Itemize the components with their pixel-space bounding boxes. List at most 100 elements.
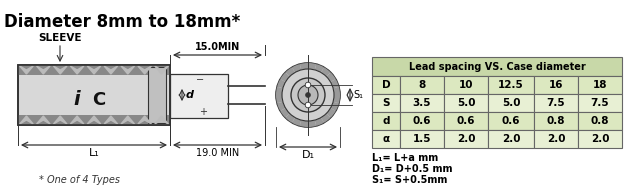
Bar xyxy=(444,130,488,148)
Text: 3.5: 3.5 xyxy=(413,98,431,108)
Polygon shape xyxy=(87,116,101,124)
Text: Lead spacing VS. Case diameter: Lead spacing VS. Case diameter xyxy=(409,62,586,71)
Bar xyxy=(488,112,534,130)
Circle shape xyxy=(282,69,334,121)
Wedge shape xyxy=(277,79,285,88)
Bar xyxy=(578,130,622,148)
Text: 5.0: 5.0 xyxy=(502,98,520,108)
Wedge shape xyxy=(327,108,335,118)
Bar xyxy=(578,76,622,94)
Text: 0.6: 0.6 xyxy=(413,116,431,126)
Circle shape xyxy=(276,63,340,127)
Text: 2.0: 2.0 xyxy=(547,134,566,144)
Bar xyxy=(488,94,534,112)
Wedge shape xyxy=(308,120,316,127)
Text: 0.6: 0.6 xyxy=(502,116,520,126)
Polygon shape xyxy=(53,66,67,74)
Polygon shape xyxy=(104,116,118,124)
Text: d: d xyxy=(186,90,194,100)
Bar xyxy=(578,112,622,130)
Wedge shape xyxy=(327,72,335,82)
Circle shape xyxy=(291,78,325,112)
Polygon shape xyxy=(121,116,135,124)
Wedge shape xyxy=(300,120,308,127)
Bar xyxy=(372,57,622,76)
Wedge shape xyxy=(330,102,339,111)
Bar xyxy=(372,76,400,94)
Polygon shape xyxy=(36,116,50,124)
Bar xyxy=(400,94,444,112)
Bar xyxy=(400,76,444,94)
Polygon shape xyxy=(53,116,67,124)
Wedge shape xyxy=(277,102,285,111)
Bar xyxy=(18,65,170,125)
Bar xyxy=(372,130,400,148)
Wedge shape xyxy=(333,95,340,103)
Wedge shape xyxy=(315,64,324,72)
Wedge shape xyxy=(300,63,308,70)
Text: S₁= S+0.5mm: S₁= S+0.5mm xyxy=(372,175,448,185)
Text: S: S xyxy=(382,98,390,108)
Polygon shape xyxy=(70,66,84,74)
Text: 2.0: 2.0 xyxy=(591,134,609,144)
Polygon shape xyxy=(19,66,33,74)
Bar xyxy=(534,112,578,130)
Text: D₁: D₁ xyxy=(302,150,315,160)
Wedge shape xyxy=(292,117,301,126)
Text: d: d xyxy=(382,116,390,126)
Text: 0.8: 0.8 xyxy=(591,116,609,126)
Text: 2.0: 2.0 xyxy=(456,134,475,144)
Text: 0.8: 0.8 xyxy=(547,116,566,126)
Polygon shape xyxy=(70,116,84,124)
Text: i: i xyxy=(73,90,80,108)
Polygon shape xyxy=(19,116,33,124)
Text: 10: 10 xyxy=(459,80,473,90)
Bar xyxy=(372,94,400,112)
Bar xyxy=(372,112,400,130)
Text: 18: 18 xyxy=(593,80,608,90)
Bar xyxy=(400,112,444,130)
Text: 12.5: 12.5 xyxy=(498,80,524,90)
Wedge shape xyxy=(285,113,295,123)
Bar xyxy=(534,130,578,148)
Bar xyxy=(148,67,166,123)
Polygon shape xyxy=(138,116,152,124)
Polygon shape xyxy=(121,66,135,74)
Polygon shape xyxy=(104,66,118,74)
Text: C: C xyxy=(92,91,105,109)
Text: 16: 16 xyxy=(549,80,563,90)
Wedge shape xyxy=(280,108,290,118)
Text: * One of 4 Types: * One of 4 Types xyxy=(40,175,120,185)
Text: +: + xyxy=(199,107,207,117)
Bar xyxy=(534,76,578,94)
Text: −: − xyxy=(196,75,204,85)
Bar xyxy=(444,76,488,94)
Bar xyxy=(170,74,228,118)
Circle shape xyxy=(305,102,311,108)
Circle shape xyxy=(298,85,318,105)
Bar xyxy=(18,65,170,75)
Wedge shape xyxy=(276,95,283,103)
Polygon shape xyxy=(36,66,50,74)
Text: Diameter 8mm to 18mm*: Diameter 8mm to 18mm* xyxy=(4,13,240,31)
Text: L₁: L₁ xyxy=(88,148,99,158)
Wedge shape xyxy=(330,79,339,88)
Wedge shape xyxy=(321,113,330,123)
Text: 5.0: 5.0 xyxy=(456,98,475,108)
Wedge shape xyxy=(333,87,340,95)
Bar xyxy=(400,130,444,148)
Polygon shape xyxy=(155,66,168,74)
Bar xyxy=(18,65,170,125)
Polygon shape xyxy=(87,66,101,74)
Wedge shape xyxy=(308,63,316,70)
Text: 15.0MIN: 15.0MIN xyxy=(195,42,240,52)
Circle shape xyxy=(305,82,311,88)
Wedge shape xyxy=(276,87,283,95)
Text: S₁: S₁ xyxy=(353,90,363,100)
Text: SLEEVE: SLEEVE xyxy=(38,33,82,43)
Bar xyxy=(488,76,534,94)
Bar xyxy=(18,115,170,125)
Text: α: α xyxy=(382,134,389,144)
Wedge shape xyxy=(292,64,301,72)
Wedge shape xyxy=(280,72,290,82)
